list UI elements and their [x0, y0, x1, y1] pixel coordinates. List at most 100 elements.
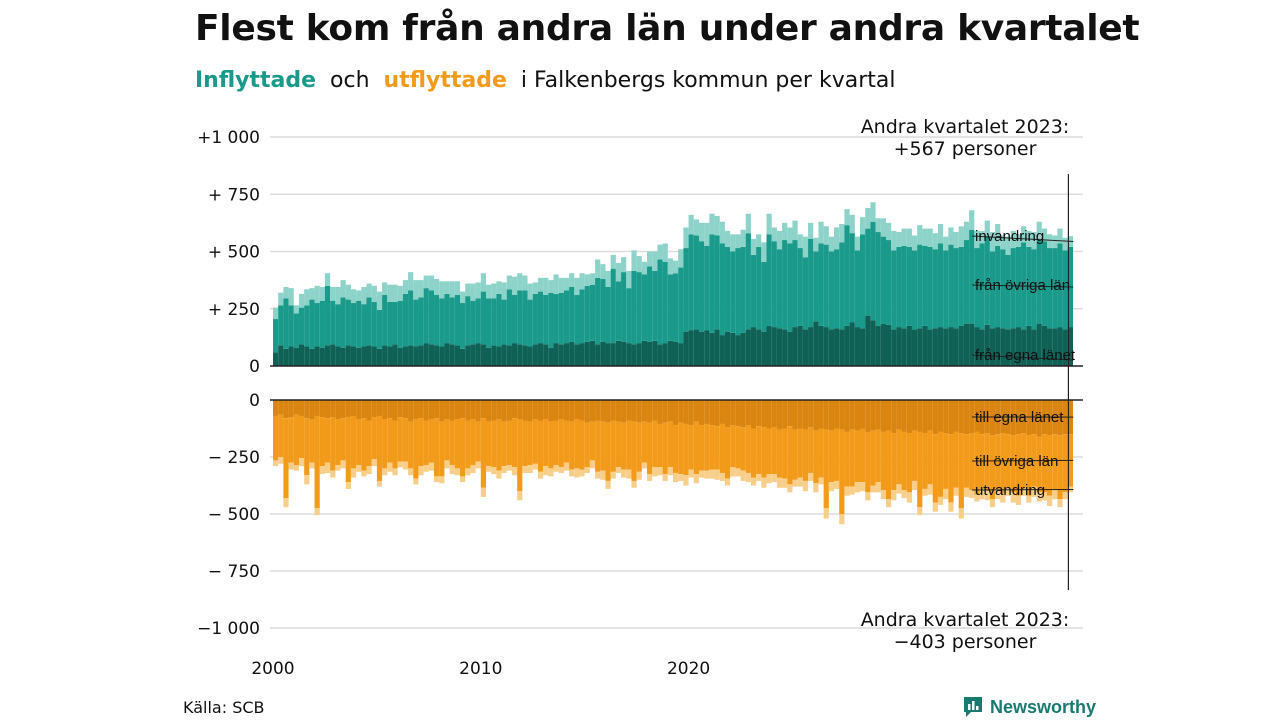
bar-out-own: [906, 400, 912, 434]
bar-out-other: [454, 419, 461, 469]
bar-in-immig: [922, 228, 928, 246]
bar-out-own: [610, 400, 616, 421]
bar-in-own: [288, 346, 294, 366]
bar-in-other: [470, 300, 476, 345]
bar-in-immig: [371, 285, 377, 302]
bar-in-other: [678, 267, 684, 344]
bar-out-other: [995, 434, 1001, 489]
bar-in-other: [740, 246, 746, 333]
bar-out-own: [543, 400, 549, 420]
bar-in-immig: [652, 251, 658, 271]
bar-in-other: [600, 278, 606, 342]
bar-out-emig: [537, 471, 544, 479]
bar-out-own: [636, 400, 642, 423]
bar-in-other: [387, 301, 393, 347]
bar-in-other: [989, 251, 996, 329]
bar-in-other: [444, 293, 450, 344]
bar-in-immig: [854, 236, 861, 251]
bar-in-own: [527, 346, 533, 366]
bar-out-other: [750, 428, 757, 478]
bar-out-own: [537, 400, 544, 421]
bar-out-own: [1021, 400, 1027, 434]
bar-in-immig: [688, 214, 694, 235]
bar-out-emig: [382, 468, 388, 476]
bar-in-own: [839, 329, 845, 366]
bar-out-other: [828, 430, 835, 483]
bar-in-own: [278, 345, 284, 366]
bar-out-own: [460, 400, 466, 419]
bar-out-other: [688, 425, 694, 470]
bar-in-immig: [537, 277, 544, 292]
bar-in-own: [423, 343, 429, 366]
bar-in-own: [366, 345, 372, 366]
ytick-label-out: − 250: [208, 448, 260, 468]
bar-out-emig: [808, 472, 814, 481]
bar-out-own: [854, 400, 861, 431]
bar-in-other: [314, 303, 320, 347]
bar-out-other: [413, 419, 419, 479]
bar-out-own: [350, 400, 357, 416]
bar-in-immig: [745, 213, 751, 234]
bar-in-immig: [558, 277, 564, 293]
bar-in-immig: [319, 286, 325, 301]
bar-out-other: [865, 431, 871, 493]
bar-out-own: [511, 400, 518, 419]
bar-out-emig: [413, 478, 419, 485]
bar-in-own: [761, 331, 767, 366]
bar-out-other: [610, 420, 616, 472]
newsworthy-logo[interactable]: Newsworthy: [962, 694, 1096, 720]
bar-in-other: [683, 248, 689, 332]
bar-out-emig: [750, 477, 757, 486]
bar-out-own: [1047, 400, 1053, 436]
bar-in-own: [511, 343, 518, 366]
bar-in-other: [537, 291, 544, 344]
bar-out-own: [839, 400, 845, 430]
bar-in-other: [439, 298, 445, 347]
bar-out-other: [745, 425, 751, 473]
bar-out-other: [1010, 435, 1016, 493]
bar-in-immig: [948, 227, 954, 245]
bar-in-other: [698, 241, 705, 332]
bar-out-own: [485, 400, 492, 422]
bar-in-immig: [792, 220, 798, 241]
bar-in-other: [621, 272, 627, 342]
bar-out-other: [1000, 433, 1006, 494]
bar-out-own: [698, 400, 705, 426]
bar-in-own: [319, 347, 325, 366]
bar-in-own: [927, 329, 933, 366]
bar-out-other: [1036, 436, 1042, 493]
bar-out-other: [496, 419, 502, 471]
bar-in-other: [465, 296, 471, 346]
bar-out-own: [434, 400, 440, 419]
bar-out-own: [324, 400, 331, 419]
bar-out-own: [371, 400, 377, 418]
bar-out-emig: [662, 474, 668, 481]
bar-in-other: [532, 293, 538, 345]
bar-out-own: [657, 400, 663, 424]
bar-out-own: [569, 400, 575, 422]
bar-out-own: [776, 400, 783, 430]
bar-in-own: [361, 346, 367, 366]
subtitle-inflyttade: Inflyttade: [195, 68, 317, 93]
bar-in-own: [376, 348, 383, 366]
bar-out-other: [293, 414, 299, 465]
bar-out-own: [361, 400, 367, 419]
bar-in-other: [782, 240, 788, 330]
bar-out-emig: [376, 480, 383, 487]
bar-in-immig: [953, 232, 959, 249]
bar-in-other: [652, 270, 658, 341]
bar-in-own: [569, 341, 575, 366]
chart-subtitle: Inflyttade och utflyttade i Falkenbergs …: [195, 68, 895, 93]
bar-out-emig: [361, 470, 367, 477]
bar-out-emig: [880, 490, 886, 500]
bar-in-other: [860, 234, 866, 329]
bar-out-other: [1062, 434, 1068, 493]
bar-in-immig: [673, 260, 679, 274]
bar-in-other: [558, 292, 564, 345]
bar-in-immig: [823, 226, 829, 245]
ytick-label-out: −1 000: [197, 619, 260, 639]
bar-out-own: [1026, 400, 1032, 436]
bar-out-own: [870, 400, 876, 431]
bar-in-own: [371, 346, 377, 366]
bar-in-immig: [511, 276, 518, 296]
